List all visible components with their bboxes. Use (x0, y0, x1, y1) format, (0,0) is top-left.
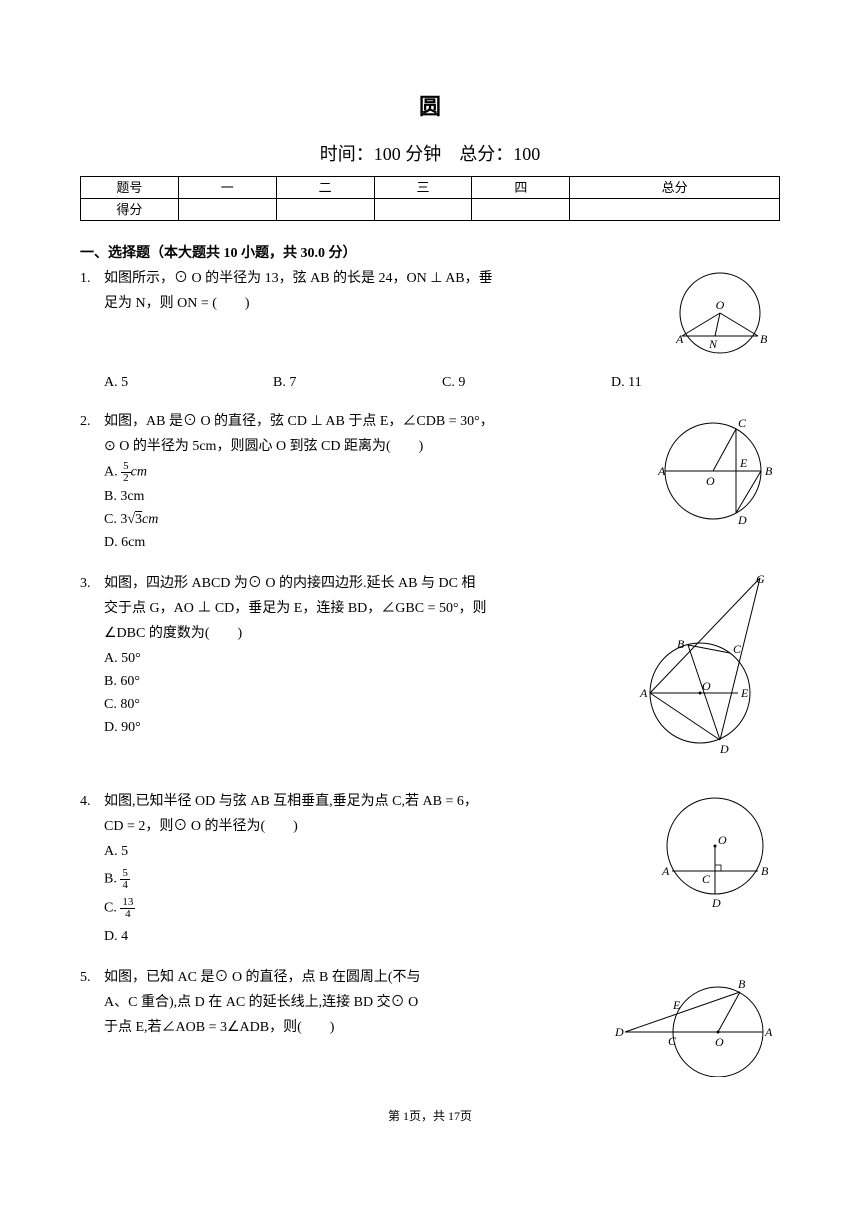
svg-text:D: D (737, 513, 747, 527)
option-b: B. 60° (104, 671, 618, 692)
svg-text:B: B (760, 332, 768, 346)
header-cell: 总分 (570, 177, 780, 199)
svg-text:C: C (733, 642, 742, 656)
options: A. 50° B. 60° C. 80° D. 90° (104, 648, 618, 738)
svg-text:C: C (702, 872, 711, 886)
page-subtitle: 时间：100 分钟 总分：100 (80, 141, 780, 168)
option-b: B. 7 (273, 372, 442, 393)
svg-text:B: B (738, 977, 746, 991)
option-a: A. 5 (104, 841, 638, 862)
question-number: 4. (80, 791, 104, 812)
option-c: C. 80° (104, 694, 618, 715)
header-cell: 二 (276, 177, 374, 199)
svg-text:A: A (657, 464, 666, 478)
svg-text:O: O (706, 474, 715, 488)
score-table: 题号 一 二 三 四 总分 得分 (80, 176, 780, 221)
question-number: 1. (80, 268, 104, 289)
question-number: 3. (80, 573, 104, 594)
svg-text:N: N (708, 337, 718, 351)
question-text: CD = 2，则⊙ O 的半径为( ) (104, 816, 638, 837)
svg-text:E: E (740, 686, 749, 700)
figure-circle-chord: O A N B (660, 268, 780, 368)
svg-text:C: C (668, 1034, 677, 1048)
table-row: 得分 (81, 199, 780, 221)
svg-text:A: A (675, 332, 684, 346)
option-a: A. 5 (104, 372, 273, 393)
options: A. 5 B. 54 C. 134 D. 4 (104, 841, 638, 947)
section-header: 一、选择题（本大题共 10 小题，共 30.0 分） (80, 243, 780, 264)
empty-cell (570, 199, 780, 221)
svg-text:A: A (639, 686, 648, 700)
option-b: B. 3cm (104, 486, 638, 507)
question-number: 2. (80, 411, 104, 432)
svg-text:B: B (761, 864, 769, 878)
question-text: 如图，AB 是⊙ O 的直径，弦 CD ⊥ AB 于点 E，∠CDB = 30°… (104, 411, 638, 432)
option-a: A. 50° (104, 648, 618, 669)
empty-cell (276, 199, 374, 221)
question-4: 4. 如图,已知半径 OD 与弦 AB 互相垂直,垂足为点 C,若 AB = 6… (80, 791, 780, 949)
question-text: 如图，四边形 ABCD 为⊙ O 的内接四边形.延长 AB 与 DC 相 (104, 573, 618, 594)
option-d: D. 11 (611, 372, 780, 393)
question-text: 如图所示，⊙ O 的半径为 13，弦 AB 的长是 24，ON ⊥ AB，垂 (104, 268, 648, 289)
table-row: 题号 一 二 三 四 总分 (81, 177, 780, 199)
figure-circle-diameter-chord: A B O E C D (650, 411, 780, 531)
options: A. 5 B. 7 C. 9 D. 11 (104, 372, 780, 393)
option-b: B. 54 (104, 868, 638, 891)
row-label: 得分 (81, 199, 179, 221)
question-text: ⊙ O 的半径为 5cm，则圆心 O 到弦 CD 距离为( ) (104, 436, 638, 457)
header-cell: 四 (472, 177, 570, 199)
svg-text:O: O (716, 298, 725, 312)
svg-text:D: D (719, 742, 729, 756)
question-text: A、C 重合),点 D 在 AC 的延长线上,连接 BD 交⊙ O (104, 992, 598, 1013)
svg-text:B: B (765, 464, 773, 478)
empty-cell (178, 199, 276, 221)
svg-text:A: A (764, 1025, 773, 1039)
question-2: 2. 如图，AB 是⊙ O 的直径，弦 CD ⊥ AB 于点 E，∠CDB = … (80, 411, 780, 555)
option-c: C. 3√3cm (104, 509, 638, 530)
svg-text:D: D (711, 896, 721, 910)
option-c: C. 134 (104, 897, 638, 920)
options: A. 52cm B. 3cm C. 3√3cm D. 6cm (104, 461, 638, 553)
empty-cell (374, 199, 472, 221)
question-5: 5. 如图，已知 AC 是⊙ O 的直径，点 B 在圆周上(不与 A、C 重合)… (80, 967, 780, 1077)
svg-text:O: O (702, 679, 711, 693)
option-c: C. 9 (442, 372, 611, 393)
option-d: D. 6cm (104, 532, 638, 553)
question-3: 3. 如图，四边形 ABCD 为⊙ O 的内接四边形.延长 AB 与 DC 相 … (80, 573, 780, 773)
svg-text:B: B (677, 637, 685, 651)
svg-text:O: O (718, 833, 727, 847)
question-text: 足为 N，则 ON = ( ) (104, 293, 648, 314)
header-cell: 一 (178, 177, 276, 199)
svg-text:A: A (661, 864, 670, 878)
page-footer: 第 1页，共 17页 (80, 1107, 780, 1125)
question-text: 如图,已知半径 OD 与弦 AB 互相垂直,垂足为点 C,若 AB = 6， (104, 791, 638, 812)
svg-text:D: D (614, 1025, 624, 1039)
page-title: 圆 (80, 90, 780, 123)
svg-text:E: E (739, 456, 748, 470)
svg-text:O: O (715, 1035, 724, 1049)
option-d: D. 4 (104, 926, 638, 947)
question-text: 交于点 G，AO ⊥ CD，垂足为 E，连接 BD，∠GBC = 50°，则 (104, 598, 618, 619)
option-d: D. 90° (104, 717, 618, 738)
header-cell: 题号 (81, 177, 179, 199)
option-a: A. 52cm (104, 461, 638, 484)
header-cell: 三 (374, 177, 472, 199)
figure-radius-perp-chord: O A B C D (650, 791, 780, 911)
question-number: 5. (80, 967, 104, 988)
question-text: 于点 E,若∠AOB = 3∠ADB，则( ) (104, 1017, 598, 1038)
empty-cell (472, 199, 570, 221)
question-text: 如图，已知 AC 是⊙ O 的直径，点 B 在圆周上(不与 (104, 967, 598, 988)
figure-inscribed-quad: G B C A O E D (630, 573, 780, 773)
question-text: ∠DBC 的度数为( ) (104, 623, 618, 644)
figure-diameter-ext: A C O B E D (610, 967, 780, 1077)
question-1: 1. 如图所示，⊙ O 的半径为 13，弦 AB 的长是 24，ON ⊥ AB，… (80, 268, 780, 393)
svg-text:C: C (738, 416, 747, 430)
svg-text:G: G (756, 573, 765, 586)
svg-text:E: E (672, 998, 681, 1012)
